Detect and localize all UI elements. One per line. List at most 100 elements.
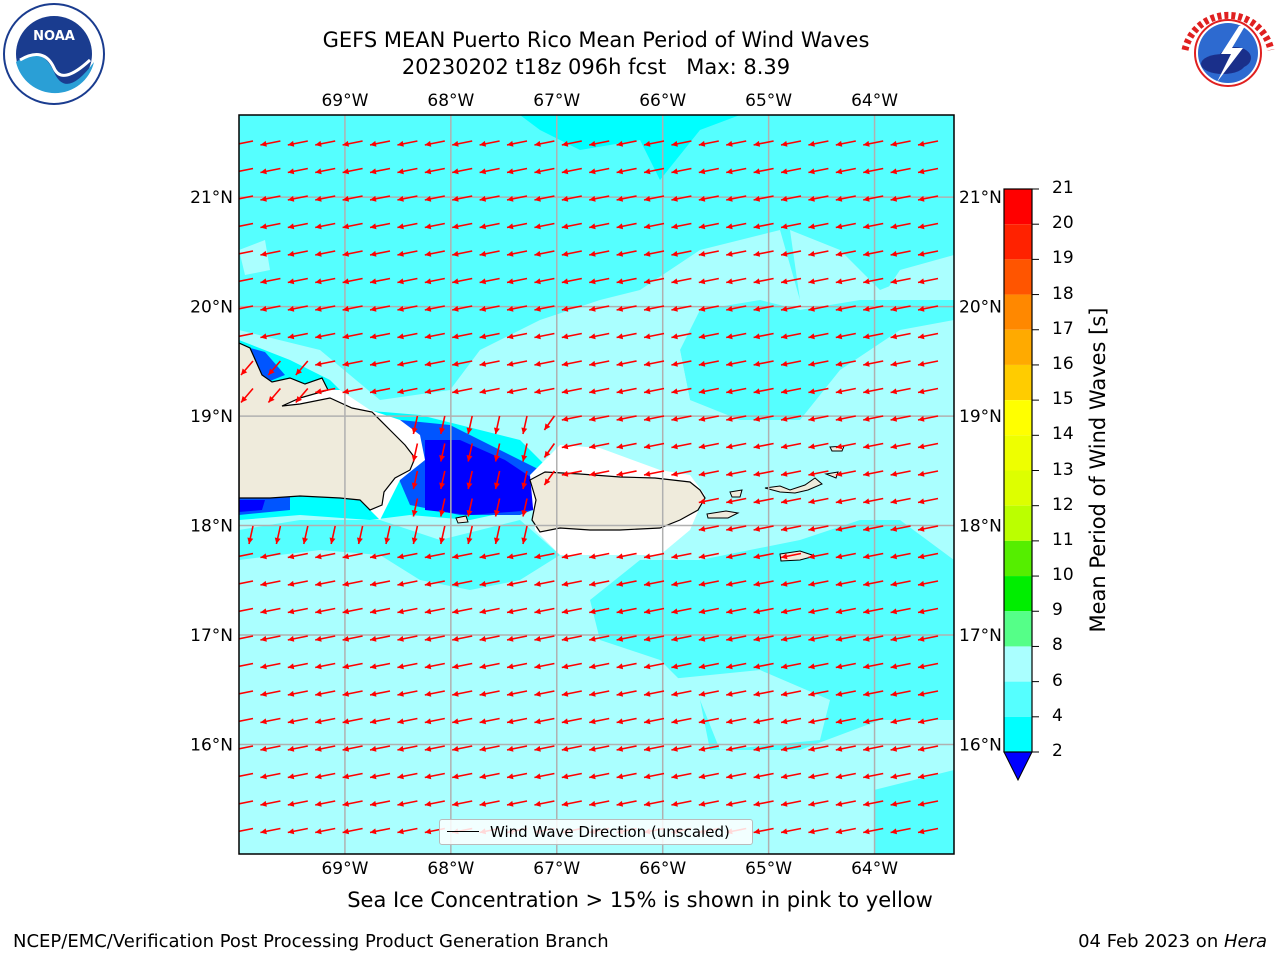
wave-direction-arrowhead	[698, 195, 706, 202]
land-st-croix	[779, 550, 817, 562]
colorbar-tick-label: 6	[1052, 670, 1063, 691]
wave-direction-arrowhead	[671, 800, 678, 807]
wave-direction-arrowhead	[781, 333, 788, 340]
wave-direction-arrowhead	[315, 553, 322, 560]
wave-direction-arrowhead	[753, 443, 761, 450]
field-6-8-east	[680, 300, 954, 420]
wave-direction-arrowhead	[644, 333, 651, 340]
wave-direction-arrowhead	[698, 663, 706, 670]
wave-direction-arrowhead	[507, 388, 514, 395]
wave-direction-arrowhead	[315, 168, 322, 175]
wave-direction-arrowhead	[370, 168, 377, 175]
wave-direction-arrowhead	[397, 388, 404, 395]
wave-direction-arrowhead	[493, 509, 500, 517]
wave-direction-arrowhead	[424, 168, 432, 175]
wave-direction-arrowhead	[644, 223, 651, 230]
wave-direction-arrowhead	[397, 140, 404, 147]
wave-direction-arrowhead	[863, 800, 870, 807]
lat-tick-label: 20°N	[190, 298, 233, 318]
wave-direction-arrowhead	[644, 250, 651, 257]
lon-tick-labels-top: 69°W 68°W 67°W 66°W 65°W 64°W	[321, 91, 898, 111]
wave-direction-arrowhead	[781, 828, 788, 835]
sea-ice-caption: Sea Ice Concentration > 15% is shown in …	[0, 888, 1280, 912]
wave-direction-arrowhead	[781, 773, 788, 780]
wave-direction-arrowhead	[753, 140, 761, 147]
wave-direction-arrow	[589, 856, 609, 860]
wave-direction-arrowhead	[534, 553, 541, 560]
wave-direction-arrowhead	[835, 690, 843, 697]
wave-direction-arrowhead	[918, 525, 925, 532]
wave-direction-arrowhead	[287, 608, 295, 615]
wave-direction-arrowhead	[671, 663, 678, 670]
wave-direction-arrow	[239, 222, 254, 228]
wave-direction-arrowhead	[781, 745, 788, 752]
wave-direction-arrowhead	[835, 305, 843, 312]
wave-direction-arrowhead	[260, 195, 267, 202]
wave-direction-arrowhead	[287, 305, 295, 312]
wave-direction-arrowhead	[287, 223, 295, 230]
wave-direction-arrowhead	[698, 525, 706, 532]
wave-direction-arrowhead	[616, 140, 624, 147]
wave-direction-arrowhead	[808, 663, 815, 670]
wave-direction-arrow	[239, 635, 254, 640]
legend-label: Wind Wave Direction (unscaled)	[490, 823, 730, 841]
wave-direction-arrowhead	[863, 278, 870, 285]
wave-direction-arrowhead	[452, 580, 459, 587]
wave-direction-arrowhead	[616, 333, 624, 340]
wave-direction-arrowhead	[397, 635, 404, 642]
wave-direction-arrowhead	[726, 278, 733, 285]
wave-direction-arrowhead	[479, 608, 487, 615]
wave-direction-arrowhead	[836, 856, 842, 862]
wave-direction-arrowhead	[589, 470, 596, 477]
wave-direction-arrowhead	[671, 470, 678, 477]
wave-direction-arrowhead	[835, 333, 843, 340]
wave-direction-arrowhead	[342, 195, 350, 202]
wave-direction-arrowhead	[424, 278, 432, 285]
wave-direction-arrowhead	[370, 388, 377, 395]
lat-tick-labels-left: 21°N 20°N 19°N 18°N 17°N 16°N	[190, 188, 233, 755]
wave-direction-arrowhead	[890, 388, 898, 395]
wave-direction-arrowhead	[397, 278, 404, 285]
wave-direction-arrowhead	[370, 223, 377, 230]
lat-tick-label: 18°N	[959, 517, 1002, 537]
wave-direction-arrow	[239, 250, 254, 255]
wave-direction-arrowhead	[918, 250, 925, 257]
wave-direction-arrowhead	[452, 195, 459, 202]
wave-direction-arrowhead	[644, 168, 651, 175]
lat-tick-label: 20°N	[959, 298, 1002, 318]
wave-direction-arrowhead	[411, 537, 418, 544]
wave-direction-arrowhead	[698, 745, 706, 752]
wave-direction-arrowhead	[616, 443, 624, 450]
wave-direction-arrowhead	[287, 773, 295, 780]
wave-direction-arrowhead	[726, 415, 733, 422]
wave-direction-arrowhead	[890, 498, 898, 505]
wave-direction-arrowhead	[753, 635, 761, 642]
wave-direction-arrowhead	[616, 195, 624, 202]
wave-direction-arrowhead	[808, 828, 815, 835]
wave-direction-arrowhead	[342, 690, 350, 697]
wave-direction-arrowhead	[397, 663, 404, 670]
wave-direction-arrowhead	[452, 333, 459, 340]
wave-direction-arrow	[233, 856, 253, 860]
wave-direction-arrowhead	[890, 580, 898, 587]
wave-direction-arrowhead	[616, 168, 624, 175]
wave-direction-arrowhead	[863, 168, 870, 175]
wave-direction-arrowhead	[890, 718, 898, 725]
wave-direction-arrowhead	[890, 690, 898, 697]
wave-direction-arrowhead	[589, 140, 596, 147]
wave-direction-arrowhead	[507, 580, 514, 587]
wave-direction-arrowhead	[753, 223, 761, 230]
wave-direction-arrowhead	[287, 278, 295, 285]
wave-direction-arrowhead	[644, 140, 651, 147]
wave-direction-arrowhead	[726, 553, 733, 560]
wave-direction-arrowhead	[561, 608, 569, 615]
wave-direction-arrowhead	[260, 223, 267, 230]
wave-direction-arrowhead	[561, 663, 569, 670]
wave-direction-arrowhead	[342, 828, 350, 835]
wave-direction-arrowhead	[808, 443, 815, 450]
wave-direction-arrowhead	[424, 608, 432, 615]
wave-direction-arrowhead	[835, 140, 843, 147]
wave-direction-arrowhead	[561, 580, 569, 587]
field-4-6-north	[520, 115, 740, 180]
wave-direction-arrowhead	[671, 690, 678, 697]
